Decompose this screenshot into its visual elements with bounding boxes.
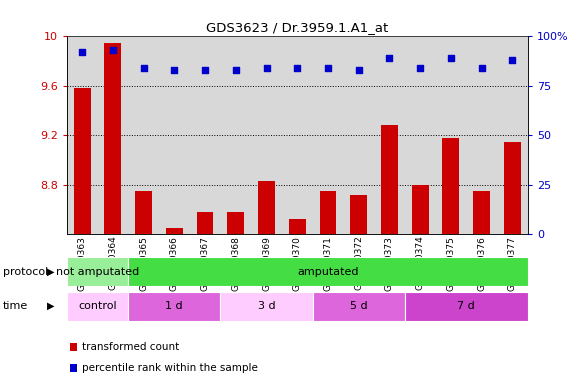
Text: control: control <box>78 301 117 311</box>
Bar <box>258 181 275 234</box>
Bar <box>128 292 220 321</box>
Bar <box>74 88 90 234</box>
Bar <box>220 292 313 321</box>
Bar <box>128 257 528 286</box>
Point <box>324 65 333 71</box>
Bar <box>166 228 183 234</box>
Point <box>415 65 425 71</box>
Text: ▶: ▶ <box>48 301 55 311</box>
Bar <box>67 292 128 321</box>
Text: 5 d: 5 d <box>350 301 368 311</box>
Bar <box>412 185 429 234</box>
Bar <box>227 212 244 234</box>
Bar <box>104 43 121 234</box>
Text: amputated: amputated <box>297 266 359 277</box>
Text: transformed count: transformed count <box>82 342 180 352</box>
Text: 1 d: 1 d <box>165 301 183 311</box>
Bar <box>350 195 367 234</box>
Bar <box>197 212 213 234</box>
Point <box>78 49 87 55</box>
Bar <box>313 292 405 321</box>
Point <box>354 67 363 73</box>
Point <box>385 55 394 61</box>
Text: 7 d: 7 d <box>458 301 475 311</box>
Bar <box>504 142 521 234</box>
Bar <box>289 219 306 234</box>
Bar <box>473 191 490 234</box>
Point <box>293 65 302 71</box>
Point <box>139 65 148 71</box>
Point <box>447 55 456 61</box>
Point <box>108 47 118 53</box>
Point <box>477 65 487 71</box>
Text: ▶: ▶ <box>48 266 55 277</box>
Bar <box>67 257 128 286</box>
Text: protocol: protocol <box>3 266 48 277</box>
Bar <box>381 126 398 234</box>
Bar <box>135 191 152 234</box>
Text: percentile rank within the sample: percentile rank within the sample <box>82 363 258 373</box>
Text: time: time <box>3 301 28 311</box>
Point <box>508 57 517 63</box>
Bar <box>320 191 336 234</box>
Title: GDS3623 / Dr.3959.1.A1_at: GDS3623 / Dr.3959.1.A1_at <box>206 21 389 34</box>
Point <box>170 67 179 73</box>
Text: 3 d: 3 d <box>258 301 275 311</box>
Point <box>231 67 241 73</box>
Point <box>262 65 271 71</box>
Point <box>201 67 210 73</box>
Text: not amputated: not amputated <box>56 266 139 277</box>
Bar <box>405 292 528 321</box>
Bar <box>443 138 459 234</box>
